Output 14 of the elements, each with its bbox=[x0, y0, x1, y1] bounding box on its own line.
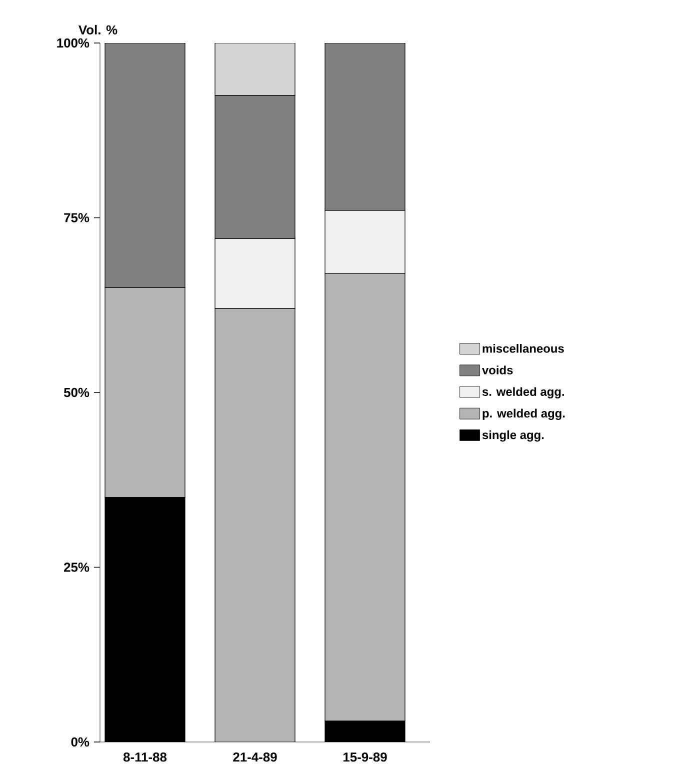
legend-label: s. welded agg. bbox=[482, 387, 564, 398]
y-axis-title: Vol. % bbox=[78, 24, 118, 34]
y-tick-label: 75% bbox=[64, 213, 90, 222]
legend-label: p. welded agg. bbox=[482, 408, 565, 420]
y-tick-label: 0% bbox=[71, 737, 90, 747]
y-tick-label: 100% bbox=[57, 38, 90, 48]
legend-label: single agg. bbox=[482, 430, 544, 442]
y-tick-label: 50% bbox=[64, 388, 90, 398]
x-tick-label: 21-4-89 bbox=[233, 752, 277, 762]
y-tick-label: 25% bbox=[64, 562, 90, 572]
x-tick-label: 15-9-89 bbox=[343, 752, 387, 762]
legend-label: voids bbox=[482, 366, 513, 374]
legend-label: miscellaneous bbox=[482, 344, 564, 353]
x-tick-label: 8-11-88 bbox=[123, 752, 167, 762]
